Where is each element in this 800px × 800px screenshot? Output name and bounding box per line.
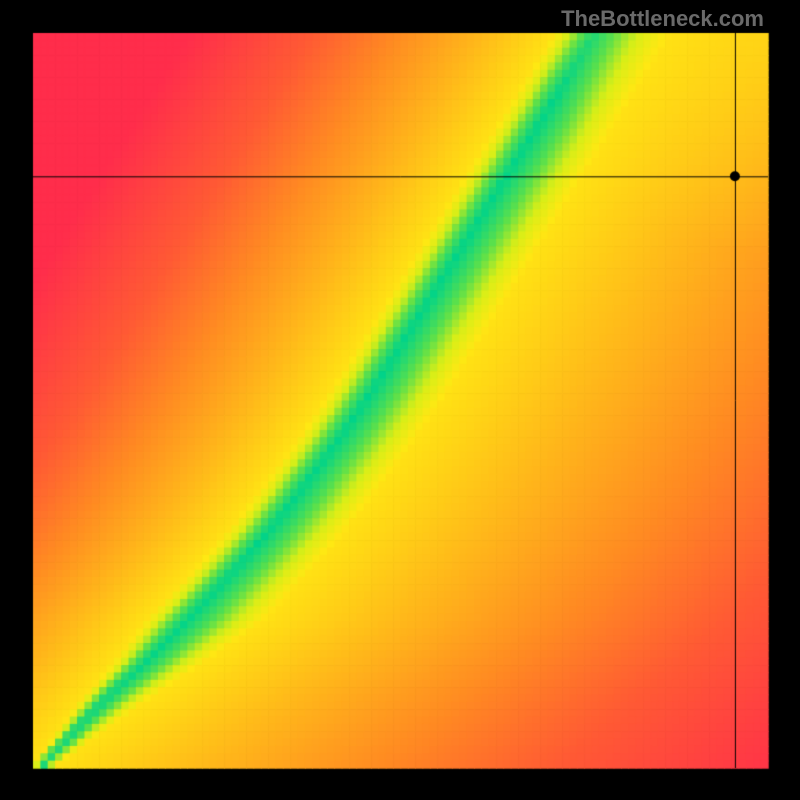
watermark-text: TheBottleneck.com xyxy=(561,6,764,32)
heatmap-canvas xyxy=(0,0,800,800)
bottleneck-heatmap-chart: TheBottleneck.com xyxy=(0,0,800,800)
